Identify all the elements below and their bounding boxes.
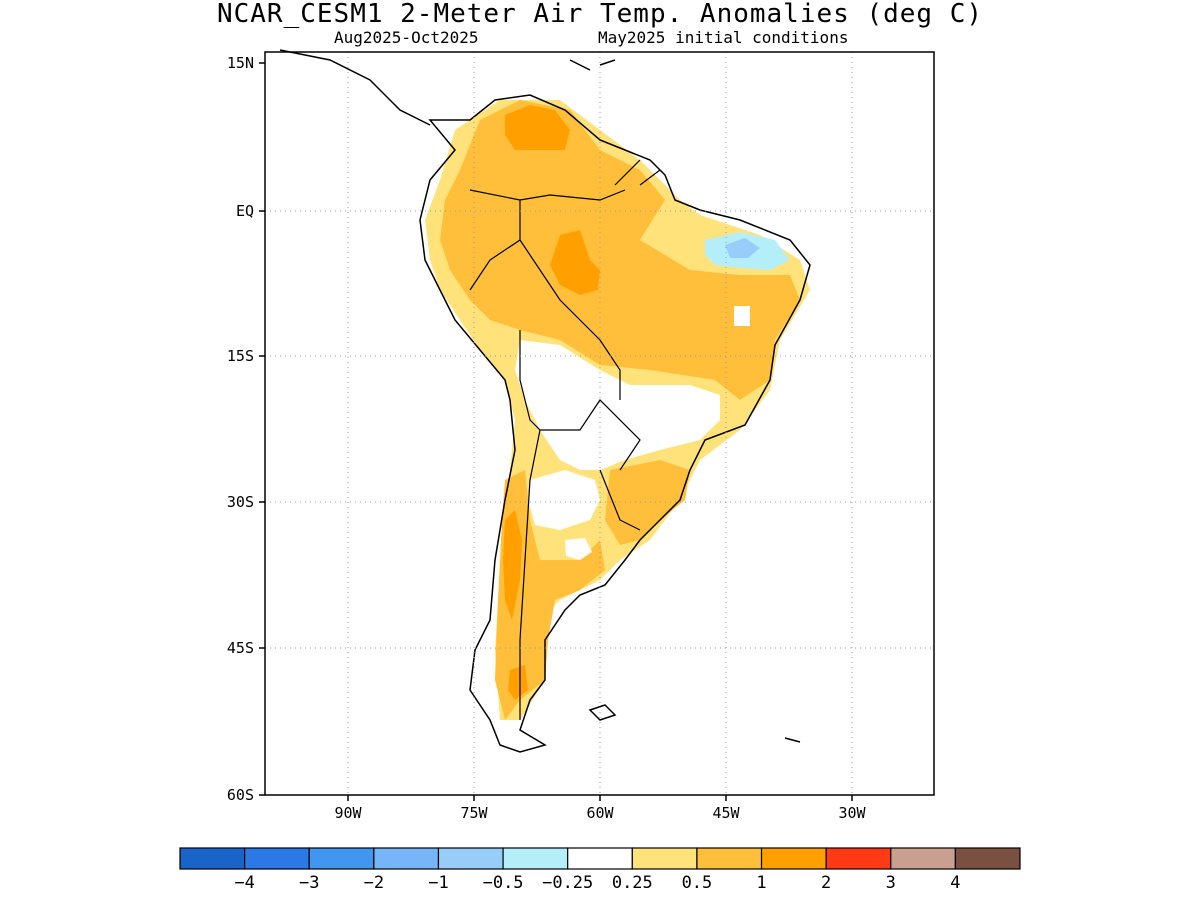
lon-label: 75W	[460, 804, 488, 822]
colorbar-label: −1	[428, 873, 448, 893]
lat-label: EQ	[236, 202, 254, 220]
colorbar-label: −3	[299, 873, 319, 893]
colorbar-swatch	[760, 847, 827, 870]
longitude-labels: 90W 75W 60W 45W 30W	[334, 804, 866, 822]
axis-ticks	[259, 62, 853, 801]
lon-label: 60W	[586, 804, 614, 822]
colorbar-label: −0.25	[542, 873, 593, 893]
lat-label: 45S	[227, 639, 254, 657]
anomaly-neutral-pampas	[565, 538, 592, 560]
colorbar-swatch	[567, 847, 633, 870]
lat-label: 30S	[227, 493, 254, 511]
falkland-islands	[588, 704, 617, 721]
lat-label: 60S	[227, 786, 254, 804]
anomaly-yellow-orange-andes	[495, 470, 605, 720]
latitude-labels: 15N EQ 15S 30S 45S 60S	[227, 54, 254, 804]
lon-label: 45W	[712, 804, 740, 822]
anomaly-neutral-paraguay	[515, 340, 720, 470]
colorbar-swatch	[244, 847, 310, 870]
south-georgia	[784, 737, 801, 743]
colorbar-swatch	[696, 847, 763, 870]
anomaly-orange-venezuela	[505, 105, 570, 150]
colorbar: −4 −3 −2 −1 −0.5 −0.25 0.25 0.5 1 2 3 4	[179, 847, 1021, 893]
colorbar-label: 2	[821, 873, 831, 893]
anomaly-yellow-orange-north	[440, 100, 800, 400]
colorbar-swatch	[890, 847, 956, 870]
caribbean-islands	[569, 59, 616, 71]
initial-conditions: May2025 initial conditions	[598, 28, 849, 47]
colorbar-label: −4	[234, 873, 254, 893]
colorbar-label: 1	[756, 873, 766, 893]
anomaly-orange-amazon	[550, 230, 600, 295]
central-america-coastline	[279, 49, 431, 126]
coastlines	[279, 49, 811, 753]
forecast-period: Aug2025-Oct2025	[334, 28, 479, 47]
anomaly-neutral-pixel	[734, 306, 750, 326]
map-title: NCAR_CESM1 2-Meter Air Temp. Anomalies (…	[216, 0, 984, 29]
colorbar-swatch	[437, 847, 504, 870]
anomaly-orange-patagonia	[508, 665, 528, 700]
anomaly-cooler-core	[725, 238, 760, 258]
colorbar-swatch	[308, 847, 375, 870]
south-america-coastline	[419, 94, 811, 753]
colorbar-label: 0.5	[682, 873, 713, 893]
colorbar-swatch	[954, 847, 1021, 870]
anomaly-neutral-argentina	[528, 470, 600, 530]
lat-label: 15S	[227, 347, 254, 365]
colorbar-label: −0.5	[483, 873, 524, 893]
colorbar-label: 3	[886, 873, 896, 893]
lon-label: 90W	[334, 804, 362, 822]
colorbar-swatch	[179, 847, 246, 870]
colorbar-label: 4	[950, 873, 960, 893]
country-borders	[469, 159, 661, 720]
lon-label: 30W	[838, 804, 866, 822]
colorbar-swatch	[502, 847, 569, 870]
anomaly-orange-andes	[503, 510, 522, 620]
colorbar-swatch	[631, 847, 698, 870]
colorbar-swatch	[825, 847, 892, 870]
colorbar-swatch	[373, 847, 440, 870]
colorbar-label: 0.25	[612, 873, 653, 893]
lat-label: 15N	[227, 54, 254, 72]
anomaly-shading	[425, 100, 810, 720]
colorbar-label: −2	[364, 873, 384, 893]
